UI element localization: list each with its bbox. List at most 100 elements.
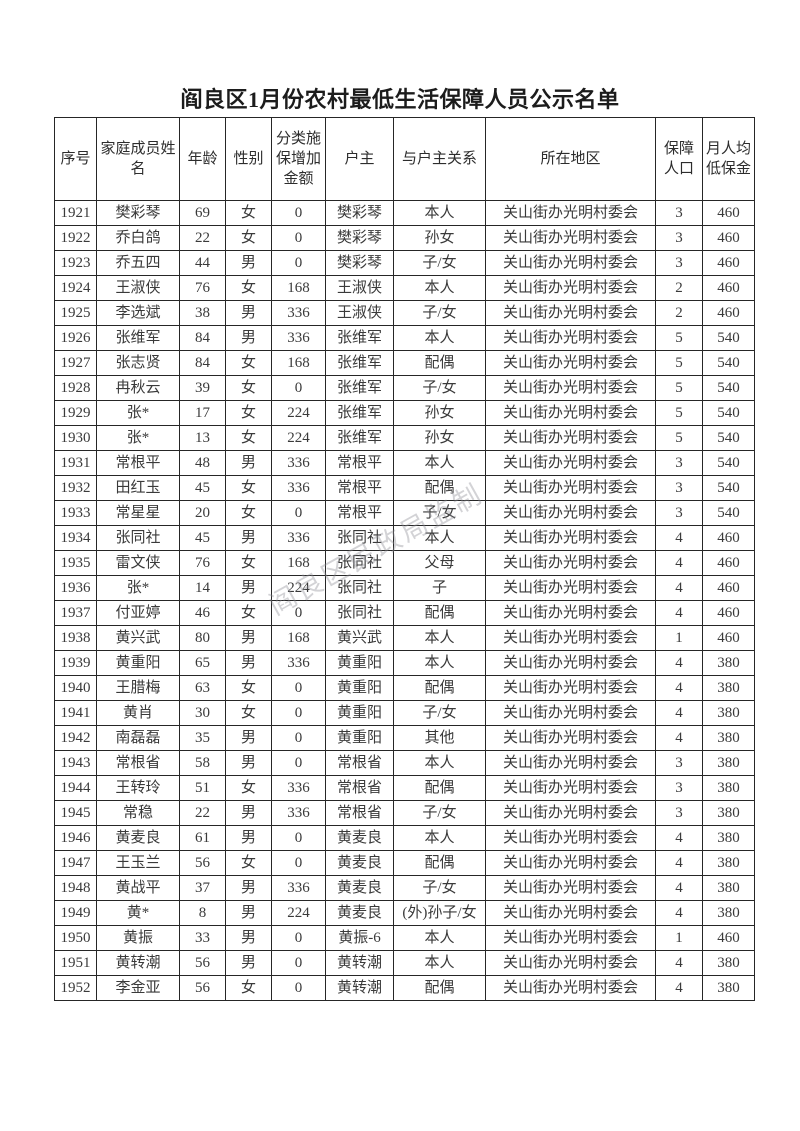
table-cell: 男 bbox=[225, 950, 272, 976]
table-cell: 常稳 bbox=[96, 800, 180, 826]
table-cell: 女 bbox=[225, 600, 272, 626]
table-cell: 关山街办光明村委会 bbox=[485, 575, 656, 601]
table-cell: 540 bbox=[702, 475, 755, 501]
table-cell: 关山街办光明村委会 bbox=[485, 925, 656, 951]
table-cell: 子/女 bbox=[393, 875, 486, 901]
table-cell: 0 bbox=[271, 975, 326, 1001]
table-cell: 樊彩琴 bbox=[96, 200, 180, 226]
table-cell: 1925 bbox=[54, 300, 97, 326]
table-cell: 380 bbox=[702, 675, 755, 701]
table-cell: 本人 bbox=[393, 950, 486, 976]
column-header: 序号 bbox=[54, 117, 97, 201]
table-cell: 关山街办光明村委会 bbox=[485, 650, 656, 676]
table-cell: 黄兴武 bbox=[325, 625, 394, 651]
table-cell: 张维军 bbox=[325, 350, 394, 376]
table-cell: 336 bbox=[271, 450, 326, 476]
table-cell: 男 bbox=[225, 875, 272, 901]
table-cell: 关山街办光明村委会 bbox=[485, 250, 656, 276]
table-cell: 关山街办光明村委会 bbox=[485, 525, 656, 551]
table-cell: 配偶 bbox=[393, 850, 486, 876]
table-cell: 南磊磊 bbox=[96, 725, 180, 751]
table-cell: 黄麦良 bbox=[325, 900, 394, 926]
table-cell: 黄重阳 bbox=[325, 700, 394, 726]
table-cell: 0 bbox=[271, 750, 326, 776]
table-cell: 1921 bbox=[54, 200, 97, 226]
table-row: 1940 王腊梅 63 女 0 黄重阳 配偶 关山街办光明村委会 4 380 bbox=[54, 675, 755, 701]
table-cell: 460 bbox=[702, 625, 755, 651]
table-cell: 4 bbox=[655, 975, 703, 1001]
table-cell: 常根平 bbox=[325, 475, 394, 501]
welfare-table: 序号 家庭成员姓名 年龄 性别 分类施保增加金额 户主 与户主关系 所在地区 保障人口 月人均低保… bbox=[54, 117, 755, 1001]
table-cell: 76 bbox=[179, 550, 226, 576]
table-cell: 1951 bbox=[54, 950, 97, 976]
table-cell: 配偶 bbox=[393, 600, 486, 626]
table-cell: 61 bbox=[179, 825, 226, 851]
table-cell: 1927 bbox=[54, 350, 97, 376]
table-cell: 张同社 bbox=[325, 525, 394, 551]
table-cell: 黄转潮 bbox=[96, 950, 180, 976]
table-cell: 48 bbox=[179, 450, 226, 476]
table-cell: 460 bbox=[702, 275, 755, 301]
table-cell: 3 bbox=[655, 225, 703, 251]
table-cell: 0 bbox=[271, 725, 326, 751]
table-cell: 5 bbox=[655, 375, 703, 401]
table-cell: 38 bbox=[179, 300, 226, 326]
table-cell: 1 bbox=[655, 625, 703, 651]
column-header: 保障人口 bbox=[655, 117, 703, 201]
table-cell: 乔五四 bbox=[96, 250, 180, 276]
table-cell: 168 bbox=[271, 625, 326, 651]
table-cell: 男 bbox=[225, 300, 272, 326]
table-cell: 黄肖 bbox=[96, 700, 180, 726]
table-cell: 0 bbox=[271, 200, 326, 226]
table-cell: 配偶 bbox=[393, 975, 486, 1001]
table-cell: 子/女 bbox=[393, 700, 486, 726]
table-cell: 女 bbox=[225, 375, 272, 401]
table-cell: 1940 bbox=[54, 675, 97, 701]
table-cell: 黄麦良 bbox=[325, 825, 394, 851]
table-cell: 本人 bbox=[393, 625, 486, 651]
table-cell: 65 bbox=[179, 650, 226, 676]
table-cell: 张维军 bbox=[325, 425, 394, 451]
table-cell: 张维军 bbox=[96, 325, 180, 351]
table-cell: 4 bbox=[655, 725, 703, 751]
table-cell: 2 bbox=[655, 300, 703, 326]
table-cell: 关山街办光明村委会 bbox=[485, 350, 656, 376]
table-cell: 关山街办光明村委会 bbox=[485, 900, 656, 926]
table-cell: 常根省 bbox=[325, 750, 394, 776]
table-cell: 黄振 bbox=[96, 925, 180, 951]
table-cell: 李金亚 bbox=[96, 975, 180, 1001]
table-cell: 1928 bbox=[54, 375, 97, 401]
table-cell: 460 bbox=[702, 575, 755, 601]
table-cell: 0 bbox=[271, 375, 326, 401]
table-cell: 1947 bbox=[54, 850, 97, 876]
table-cell: 1926 bbox=[54, 325, 97, 351]
table-cell: 本人 bbox=[393, 450, 486, 476]
table-cell: 黄重阳 bbox=[325, 650, 394, 676]
table-cell: 常根省 bbox=[96, 750, 180, 776]
table-cell: 3 bbox=[655, 500, 703, 526]
table-cell: 0 bbox=[271, 950, 326, 976]
table-cell: 2 bbox=[655, 275, 703, 301]
table-cell: 336 bbox=[271, 300, 326, 326]
table-cell: 女 bbox=[225, 675, 272, 701]
table-cell: 30 bbox=[179, 700, 226, 726]
table-cell: 女 bbox=[225, 400, 272, 426]
table-cell: 子 bbox=[393, 575, 486, 601]
table-cell: 本人 bbox=[393, 750, 486, 776]
table-cell: 69 bbox=[179, 200, 226, 226]
table-cell: 黄麦良 bbox=[325, 850, 394, 876]
table-cell: 4 bbox=[655, 550, 703, 576]
table-row: 1942 南磊磊 35 男 0 黄重阳 其他 关山街办光明村委会 4 380 bbox=[54, 725, 755, 751]
table-cell: 1952 bbox=[54, 975, 97, 1001]
table-cell: 380 bbox=[702, 975, 755, 1001]
table-cell: 460 bbox=[702, 200, 755, 226]
table-row: 1944 王转玲 51 女 336 常根省 配偶 关山街办光明村委会 3 380 bbox=[54, 775, 755, 801]
table-cell: 关山街办光明村委会 bbox=[485, 475, 656, 501]
table-cell: 黄转潮 bbox=[325, 950, 394, 976]
table-cell: 本人 bbox=[393, 825, 486, 851]
table-cell: 黄转潮 bbox=[325, 975, 394, 1001]
table-cell: 17 bbox=[179, 400, 226, 426]
table-cell: 乔白鸽 bbox=[96, 225, 180, 251]
table-header-row: 序号 家庭成员姓名 年龄 性别 分类施保增加金额 户主 与户主关系 所在地区 保障人口 月人均低保… bbox=[54, 117, 755, 201]
table-row: 1925 李选斌 38 男 336 王淑侠 子/女 关山街办光明村委会 2 460 bbox=[54, 300, 755, 326]
